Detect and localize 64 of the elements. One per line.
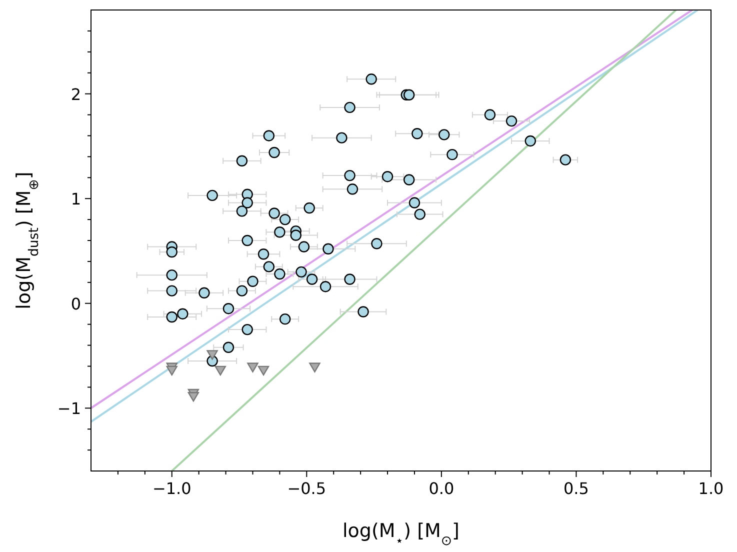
point [322, 243, 334, 254]
point [320, 281, 332, 292]
point [336, 132, 348, 144]
point [166, 269, 178, 281]
point [247, 276, 258, 287]
point [408, 197, 420, 208]
point [214, 366, 226, 376]
point [279, 214, 291, 226]
point [198, 287, 210, 298]
point [412, 128, 423, 140]
point [263, 130, 275, 142]
point [371, 238, 382, 250]
y-tick-label: 0 [70, 294, 81, 314]
point [236, 155, 248, 166]
point [403, 89, 415, 100]
point [306, 274, 318, 285]
x-tick-label: 1.0 [698, 479, 724, 498]
point [166, 246, 178, 258]
point [242, 234, 253, 246]
point [414, 208, 426, 220]
point [274, 268, 286, 280]
point [366, 74, 377, 85]
point [177, 308, 188, 320]
point [206, 350, 218, 360]
point [309, 362, 320, 372]
point [222, 303, 234, 314]
x-tick-label: 0.5 [563, 479, 589, 498]
point [188, 392, 200, 402]
point [279, 313, 291, 325]
point [242, 324, 253, 336]
y-tick-label: 2 [70, 84, 81, 104]
point [268, 208, 280, 219]
point [242, 197, 253, 208]
point [484, 109, 496, 120]
point [263, 261, 275, 272]
point [296, 266, 307, 278]
point [258, 248, 270, 260]
point [166, 311, 178, 323]
point [346, 184, 358, 195]
point [344, 102, 356, 114]
point [236, 206, 248, 217]
x-tick-label: −0.5 [287, 479, 326, 498]
point [258, 366, 270, 376]
point [524, 135, 536, 147]
y-tick-label: −1 [57, 399, 81, 418]
point [236, 285, 248, 296]
x-tick-label: −1.0 [152, 479, 192, 498]
point [304, 202, 315, 214]
point [358, 306, 369, 318]
x-axis-title: log(M$_{⋆}$) [M$_{⊙}$] [342, 520, 460, 548]
y-tick-label: 1 [70, 190, 81, 209]
point [446, 148, 458, 160]
point [166, 366, 178, 376]
point [206, 190, 218, 202]
point [344, 170, 356, 182]
point [344, 274, 356, 285]
point [268, 146, 280, 158]
point [222, 342, 234, 353]
point [247, 362, 258, 372]
point [506, 115, 518, 127]
x-tick-label: 0.0 [428, 479, 454, 498]
point [290, 230, 302, 241]
point [166, 285, 178, 296]
point [560, 154, 572, 166]
